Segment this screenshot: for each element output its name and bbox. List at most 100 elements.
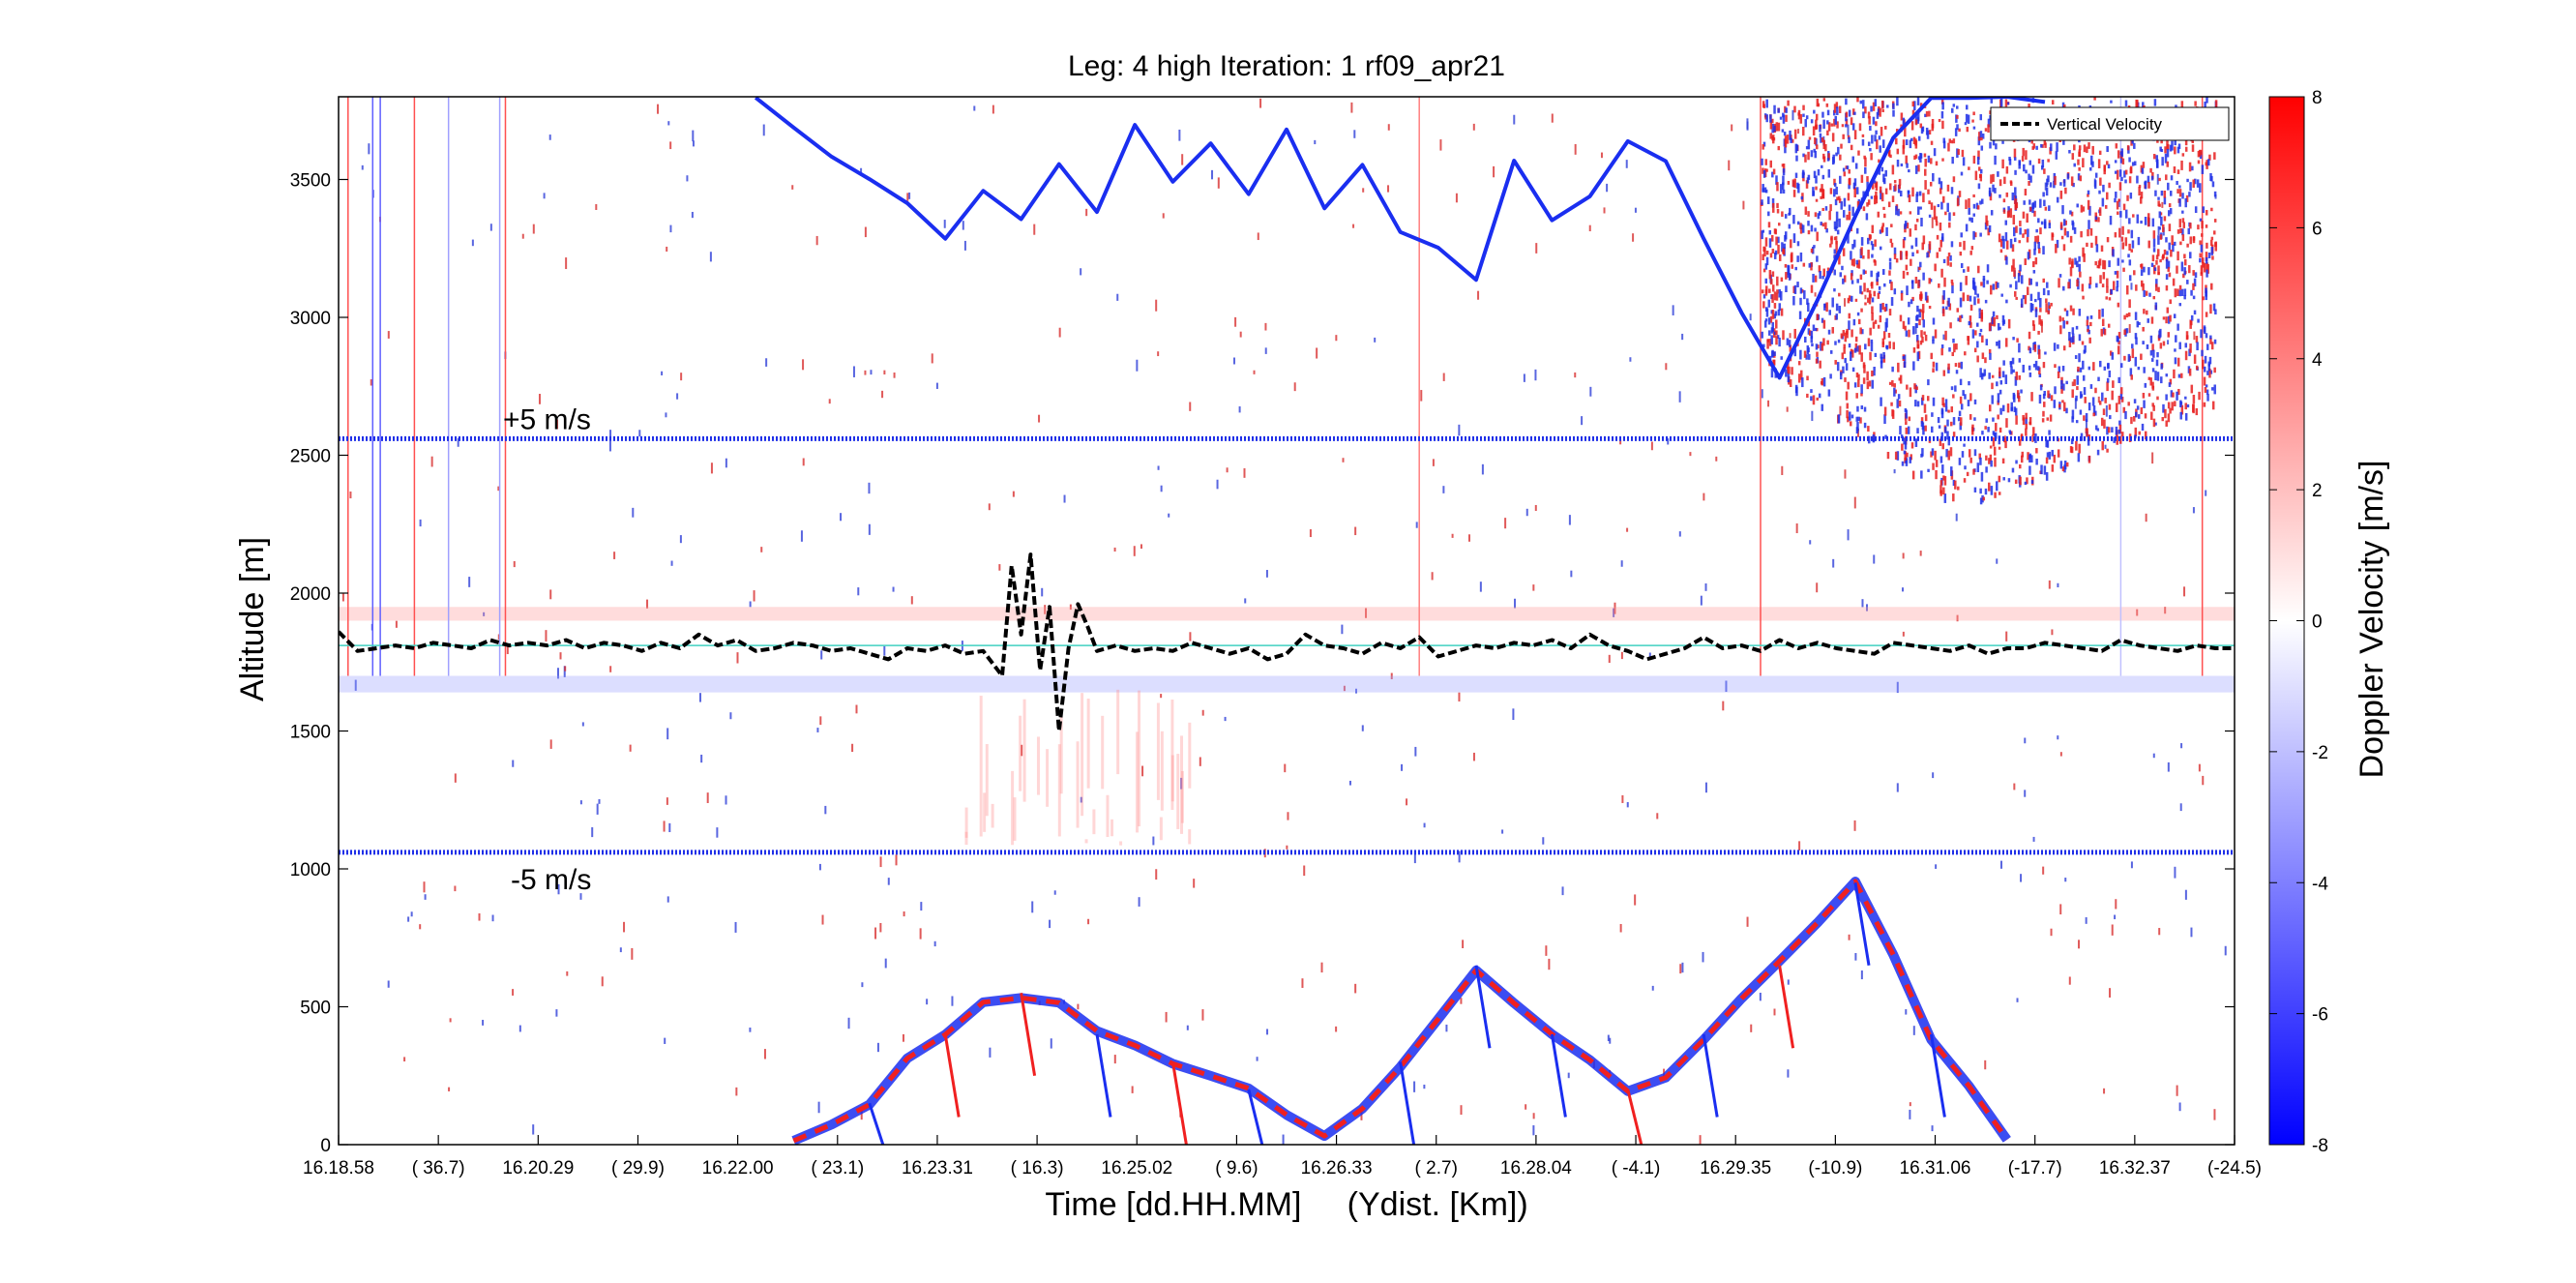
- noise-pixel: [1839, 154, 1842, 161]
- noise-pixel: [1837, 146, 1840, 155]
- noise-pixel: [2195, 365, 2199, 371]
- noise-pixel: [1810, 389, 1813, 393]
- noise-pixel: [1887, 201, 1891, 208]
- noise-pixel: [1874, 319, 1878, 324]
- noise-pixel: [1819, 124, 1821, 133]
- noise-pixel: [2192, 295, 2196, 300]
- noise-pixel: [2004, 99, 2008, 107]
- speckle-pixel: [679, 535, 682, 544]
- noise-pixel: [1979, 497, 1983, 505]
- speckle-pixel: [667, 121, 670, 126]
- noise-pixel: [1940, 97, 1944, 104]
- noise-pixel: [1992, 173, 1995, 183]
- noise-pixel: [2058, 315, 2062, 322]
- speckle-pixel: [454, 885, 457, 892]
- noise-pixel: [2203, 402, 2206, 407]
- noise-pixel: [1852, 258, 1855, 267]
- noise-pixel: [2124, 209, 2128, 219]
- noise-pixel: [1961, 451, 1965, 458]
- noise-pixel: [1765, 256, 1769, 266]
- noise-pixel: [2039, 227, 2042, 235]
- noise-pixel: [2169, 407, 2172, 414]
- noise-pixel: [2028, 173, 2030, 180]
- noise-pixel: [2067, 282, 2070, 289]
- noise-pixel: [1959, 315, 1962, 322]
- noise-pixel: [1979, 488, 1982, 494]
- noise-pixel: [1929, 279, 1933, 283]
- noise-pixel: [2042, 287, 2046, 296]
- noise-pixel: [2166, 307, 2170, 313]
- noise-pixel: [1836, 196, 1839, 201]
- speckle-pixel: [1935, 864, 1938, 869]
- noise-pixel: [1797, 109, 1801, 120]
- noise-pixel: [1848, 204, 1851, 211]
- noise-pixel: [1881, 223, 1885, 227]
- noise-speckle: [341, 98, 2227, 1145]
- noise-pixel: [1854, 163, 1858, 169]
- noise-pixel: [1917, 156, 1921, 161]
- noise-pixel: [2024, 258, 2027, 265]
- noise-pixel: [2153, 99, 2157, 106]
- noise-pixel: [1789, 207, 1791, 216]
- noise-pixel: [1990, 284, 1993, 295]
- noise-pixel: [1947, 363, 1950, 371]
- noise-pixel: [1899, 374, 1903, 384]
- noise-pixel: [1908, 416, 1911, 422]
- noise-pixel: [1982, 278, 1986, 288]
- noise-pixel: [2039, 384, 2043, 391]
- noise-pixel: [1939, 480, 1943, 486]
- noise-pixel: [2051, 100, 2055, 104]
- noise-pixel: [1777, 236, 1780, 244]
- noise-pixel: [1855, 373, 1859, 378]
- speckle-pixel: [1157, 465, 1160, 470]
- noise-pixel: [1977, 150, 1980, 161]
- noise-pixel: [1989, 352, 1992, 360]
- speckle-pixel: [629, 744, 632, 752]
- noise-pixel: [1864, 106, 1867, 114]
- noise-pixel: [1969, 457, 1972, 463]
- noise-pixel: [2158, 177, 2161, 182]
- noise-pixel: [1976, 355, 1979, 363]
- noise-pixel: [1897, 394, 1901, 400]
- noise-pixel: [2015, 281, 2018, 290]
- noise-pixel: [2012, 215, 2016, 225]
- speckle-pixel: [763, 1049, 766, 1059]
- noise-pixel: [2058, 403, 2061, 408]
- noise-pixel: [1921, 422, 1925, 431]
- speckle-pixel: [2205, 490, 2207, 496]
- noise-pixel: [1976, 293, 1979, 298]
- noise-pixel: [2206, 394, 2209, 402]
- noise-pixel: [2045, 303, 2048, 313]
- noise-pixel: [2169, 299, 2172, 305]
- noise-pixel: [2179, 227, 2182, 234]
- noise-pixel: [1946, 202, 1949, 213]
- noise-pixel: [2058, 274, 2062, 278]
- noise-pixel: [2178, 198, 2181, 207]
- noise-pixel: [2037, 330, 2040, 335]
- noise-pixel: [2066, 173, 2070, 180]
- noise-pixel: [1762, 246, 1765, 253]
- speckle-pixel: [1901, 587, 1904, 592]
- blue-band: [339, 675, 2235, 693]
- noise-pixel: [2209, 338, 2212, 344]
- noise-pixel: [1845, 118, 1849, 126]
- noise-pixel: [1840, 333, 1844, 339]
- noise-pixel: [1843, 346, 1846, 354]
- noise-pixel: [2030, 303, 2034, 312]
- noise-pixel: [1978, 312, 1982, 319]
- noise-pixel: [1812, 126, 1816, 136]
- noise-pixel: [2180, 288, 2184, 296]
- noise-pixel: [2074, 257, 2077, 265]
- speckle-pixel: [1574, 143, 1577, 155]
- noise-pixel: [2082, 206, 2086, 212]
- noise-pixel: [2155, 155, 2158, 163]
- speckle-pixel: [2190, 927, 2193, 938]
- noise-pixel: [1773, 228, 1777, 234]
- speckle-pixel: [1912, 1026, 1915, 1035]
- speckle-pixel: [2059, 904, 2062, 915]
- noise-pixel: [1775, 175, 1778, 185]
- noise-pixel: [1976, 205, 1980, 210]
- noise-pixel: [2211, 255, 2214, 260]
- noise-pixel: [1847, 233, 1850, 244]
- noise-pixel: [2098, 150, 2102, 156]
